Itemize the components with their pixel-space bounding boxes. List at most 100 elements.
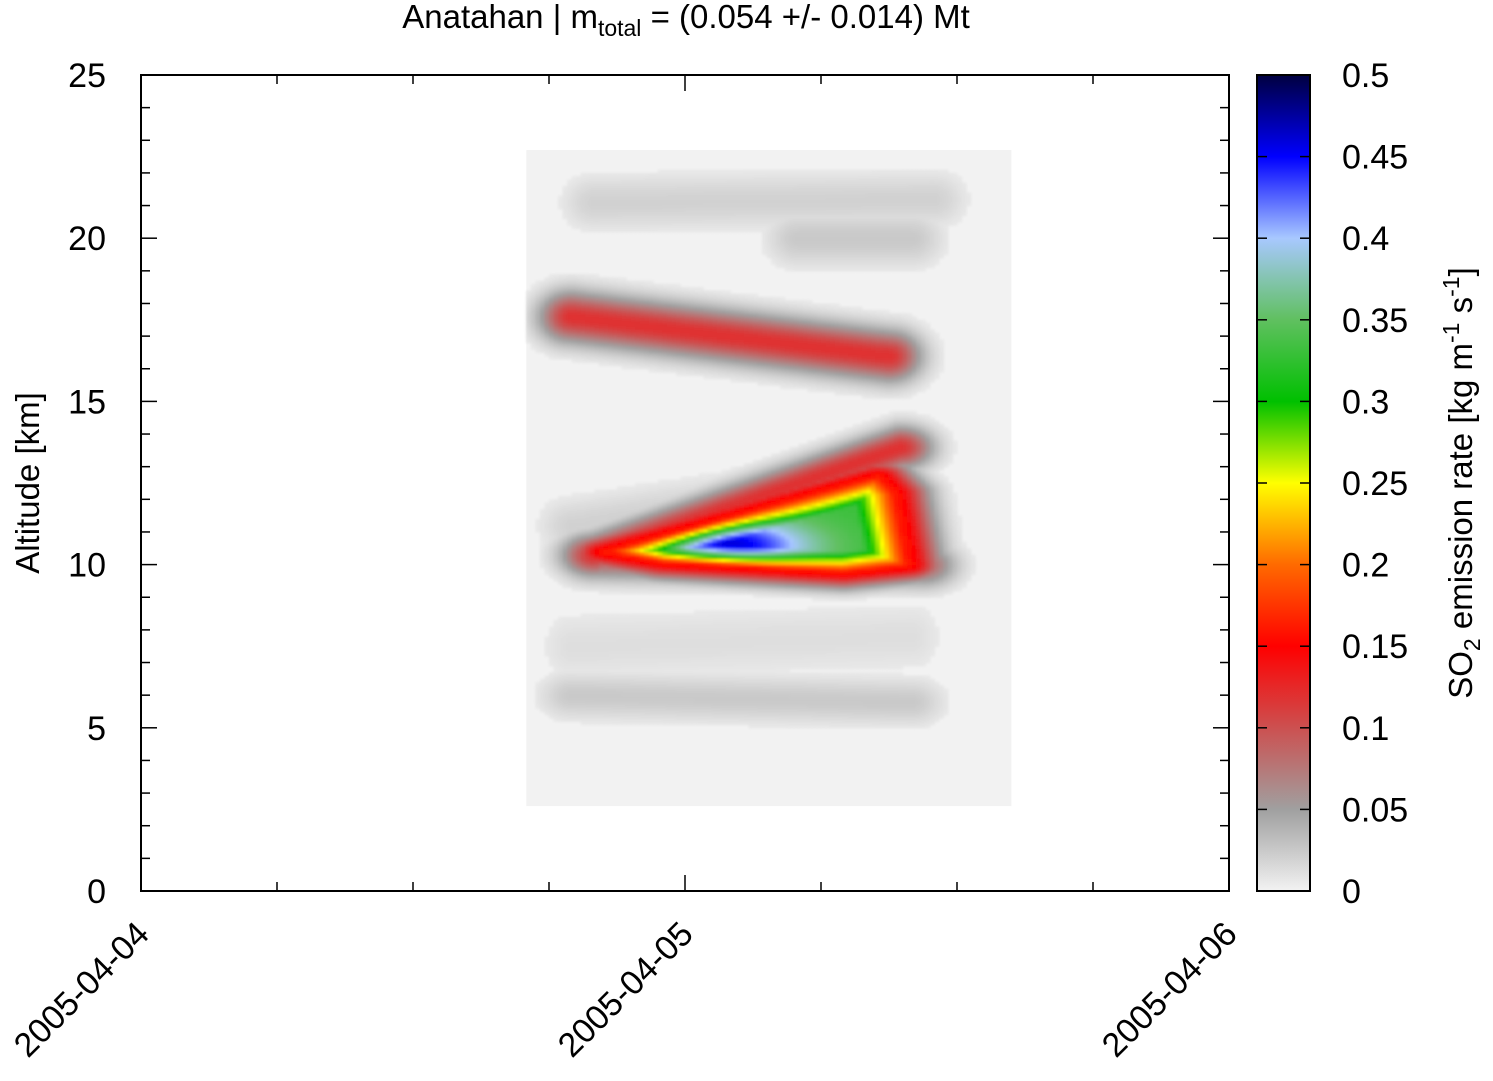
heatmap-cell (607, 587, 614, 592)
heatmap-cell (657, 192, 663, 197)
heatmap-cell (725, 659, 731, 664)
heatmap-cell (671, 688, 677, 693)
heatmap-cell (576, 574, 582, 579)
heatmap-cell (703, 509, 709, 513)
heatmap-cell (680, 701, 686, 706)
heatmap-cell (685, 708, 691, 713)
heatmap-cell (703, 571, 709, 575)
heatmap-cell (644, 708, 650, 713)
heatmap-cell (558, 574, 564, 579)
heatmap-cell (680, 218, 686, 223)
heatmap-cell (558, 352, 564, 357)
heatmap-cell (730, 349, 736, 354)
heatmap-cell (725, 669, 731, 673)
heatmap-cell (544, 678, 550, 683)
heatmap-cell (603, 287, 609, 292)
heatmap-cell (644, 652, 650, 657)
heatmap-cell (576, 718, 582, 722)
heatmap-cell (703, 303, 709, 308)
heatmap-cell (612, 567, 618, 572)
heatmap-cell (607, 277, 614, 282)
heatmap-cell (685, 228, 691, 233)
heatmap-cell (553, 502, 559, 507)
heatmap-cell (657, 296, 663, 301)
heatmap-cell (721, 616, 727, 621)
heatmap-cell (535, 300, 541, 305)
heatmap-cell (703, 708, 709, 713)
heatmap-cell (639, 616, 645, 621)
heatmap-cell (721, 345, 727, 350)
heatmap-cell (598, 698, 604, 703)
heatmap-cell (580, 306, 586, 311)
heatmap-cell (712, 355, 718, 360)
heatmap-cell (703, 616, 709, 621)
heatmap-cell (721, 535, 727, 540)
heatmap-cell (725, 509, 731, 513)
heatmap-cell (743, 714, 750, 719)
heatmap-cell (630, 590, 636, 595)
heatmap-cell (698, 675, 704, 680)
heatmap-cell (589, 698, 595, 703)
heatmap-cell (680, 649, 686, 654)
heatmap-cell (612, 682, 618, 686)
heatmap-cell (617, 629, 623, 634)
heatmap-cell (666, 554, 672, 559)
heatmap-cell (558, 319, 564, 324)
heatmap-cell (571, 280, 577, 285)
heatmap-cell (725, 489, 731, 494)
heatmap-cell (571, 571, 577, 575)
heatmap-cell (617, 176, 623, 181)
heatmap-cell (580, 287, 586, 292)
heatmap-cell (567, 512, 573, 517)
heatmap-cell (530, 336, 536, 340)
heatmap-cell (621, 496, 627, 500)
heatmap-cell (644, 345, 650, 350)
heatmap-cell (666, 205, 672, 210)
heatmap-cell (576, 336, 582, 340)
heatmap-cell (558, 639, 564, 644)
heatmap-cell (630, 675, 636, 680)
heatmap-cell (585, 613, 591, 618)
heatmap-cell (585, 306, 591, 311)
heatmap-cell (671, 489, 677, 494)
heatmap-cell (639, 636, 645, 641)
heatmap-cell (585, 172, 591, 177)
heatmap-cell (666, 721, 672, 726)
heatmap-cell (694, 711, 700, 716)
heatmap-cell (703, 202, 709, 207)
heatmap-cell (553, 515, 559, 520)
heatmap-cell (666, 515, 672, 520)
heatmap-cell (698, 708, 704, 713)
heatmap-cell (675, 509, 682, 513)
heatmap-cell (653, 225, 659, 229)
heatmap-cell (558, 567, 564, 572)
heatmap-cell (549, 505, 555, 510)
heatmap-cell (553, 290, 559, 295)
heatmap-cell (626, 642, 632, 647)
heatmap-cell (730, 525, 736, 530)
heatmap-cell (585, 535, 591, 540)
heatmap-cell (576, 620, 582, 624)
heatmap-cell (630, 205, 636, 210)
heatmap-cell (617, 352, 623, 357)
heatmap-cell (707, 616, 713, 621)
heatmap-cell (621, 329, 627, 334)
heatmap-cell (648, 567, 654, 572)
heatmap-cell (716, 714, 722, 719)
heatmap-cell (644, 323, 650, 327)
heatmap-cell (680, 499, 686, 504)
heatmap-cell (685, 316, 691, 321)
heatmap-cell (562, 665, 568, 670)
heatmap-cell (607, 342, 614, 347)
heatmap-cell (675, 708, 682, 713)
heatmap-cell (703, 531, 709, 536)
heatmap-cell (671, 649, 677, 654)
heatmap-cell (703, 189, 709, 194)
heatmap-cell (671, 185, 677, 190)
heatmap-cell (725, 711, 731, 716)
heatmap-cell (648, 531, 654, 536)
heatmap-cell (544, 339, 550, 344)
heatmap-cell (612, 577, 618, 582)
heatmap-cell (712, 675, 718, 680)
heatmap-cell (639, 496, 645, 500)
